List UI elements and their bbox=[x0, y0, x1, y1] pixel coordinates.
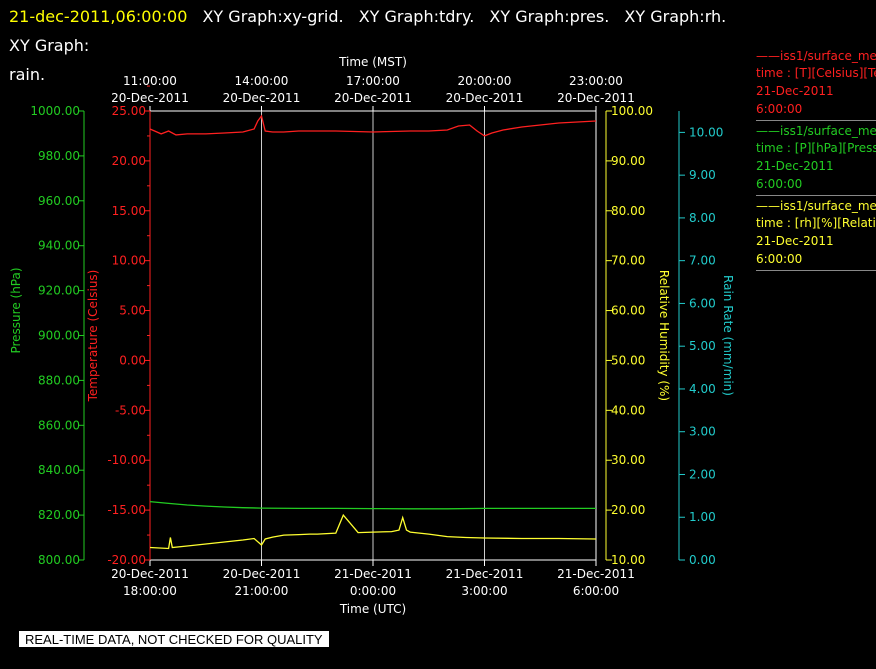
temperature-tick-label: 15.00 bbox=[112, 204, 146, 218]
x-tick-label-time: 0:00:00 bbox=[350, 584, 396, 598]
temperature-tick-label: -5.00 bbox=[115, 403, 146, 417]
legend-line: time : [rh][%][Relative Humidity] bbox=[756, 216, 876, 230]
rain-tick-label: 8.00 bbox=[689, 211, 716, 225]
temperature-tick-label: -10.00 bbox=[107, 453, 146, 467]
temperature-tick-label: 20.00 bbox=[112, 154, 146, 168]
temperature-tick-label: 5.00 bbox=[119, 304, 146, 318]
pressure-tick-label: 1000.00 bbox=[30, 104, 80, 118]
graph-title-xy-grid: XY Graph:xy-grid. bbox=[202, 7, 344, 26]
pressure-tick-label: 900.00 bbox=[38, 329, 80, 343]
graph-title-tdry: XY Graph:tdry. bbox=[358, 7, 475, 26]
legend: ——iss1/surface_meteorologytime : [T][Cel… bbox=[756, 48, 876, 273]
temperature-tick-label: 0.00 bbox=[119, 353, 146, 367]
humidity-series-line bbox=[149, 513, 597, 550]
pressure-tick-label: 940.00 bbox=[38, 239, 80, 253]
x-top-axis-title: Time (MST) bbox=[338, 55, 407, 69]
pressure-series-line bbox=[149, 500, 596, 510]
temperature-tick-label: 10.00 bbox=[112, 254, 146, 268]
legend-entry: ——iss1/surface_meteorologytime : [P][hPa… bbox=[756, 123, 876, 196]
humidity-tick-label: 30.00 bbox=[611, 453, 645, 467]
x-tick-label-date: 21-Dec-2011 bbox=[446, 567, 524, 581]
x-tick-label-date: 20-Dec-2011 bbox=[223, 567, 301, 581]
legend-line: 6:00:00 bbox=[756, 252, 803, 266]
rain-tick-label: 9.00 bbox=[689, 168, 716, 182]
humidity-tick-label: 90.00 bbox=[611, 154, 645, 168]
humidity-tick-label: 20.00 bbox=[611, 503, 645, 517]
temperature-tick-label: -15.00 bbox=[107, 503, 146, 517]
x-tick-label-time: 21:00:00 bbox=[235, 584, 289, 598]
x-tick-label-date: 21-Dec-2011 bbox=[334, 567, 412, 581]
x-top-tick-label-time: 20:00:00 bbox=[458, 74, 512, 88]
legend-line: time : [P][hPa][Pressure] bbox=[756, 141, 876, 155]
pressure-tick-label: 920.00 bbox=[38, 284, 80, 298]
temperature-series-line bbox=[149, 114, 597, 137]
humidity-tick-label: 80.00 bbox=[611, 204, 645, 218]
temperature-tick-label: 25.00 bbox=[112, 104, 146, 118]
x-tick-label-date: 21-Dec-2011 bbox=[557, 567, 635, 581]
humidity-tick-label: 100.00 bbox=[611, 104, 653, 118]
legend-line: 6:00:00 bbox=[756, 102, 803, 116]
rain-tick-label: 1.00 bbox=[689, 510, 716, 524]
x-tick-label-time: 18:00:00 bbox=[123, 584, 177, 598]
rain-tick-label: 6.00 bbox=[689, 296, 716, 310]
rain-tick-label: 4.00 bbox=[689, 382, 716, 396]
pressure-tick-label: 980.00 bbox=[38, 149, 80, 163]
legend-line: 21-Dec-2011 bbox=[756, 159, 834, 173]
x-top-tick-label-time: 11:00:00 bbox=[123, 74, 177, 88]
graph-title-rain: XY Graph: bbox=[9, 36, 90, 55]
x-top-tick-label-time: 14:00:00 bbox=[235, 74, 289, 88]
header-timestamp: 21-dec-2011,06:00:00 bbox=[9, 7, 188, 26]
rain-tick-label: 5.00 bbox=[689, 339, 716, 353]
rain-tick-label: 10.00 bbox=[689, 125, 723, 139]
x-top-tick-label-date: 20-Dec-2011 bbox=[111, 91, 189, 105]
x-top-tick-label-date: 20-Dec-2011 bbox=[223, 91, 301, 105]
graph-title-pres: XY Graph:pres. bbox=[489, 7, 610, 26]
legend-line: 21-Dec-2011 bbox=[756, 234, 834, 248]
rain-tick-label: 7.00 bbox=[689, 254, 716, 268]
legend-line: ——iss1/surface_meteorology bbox=[756, 199, 876, 213]
x-tick-label-date: 20-Dec-2011 bbox=[111, 567, 189, 581]
humidity-tick-label: 10.00 bbox=[611, 553, 645, 567]
pressure-tick-label: 880.00 bbox=[38, 373, 80, 387]
rain-axis-title: Rain Rate (mm/min) bbox=[721, 275, 735, 396]
humidity-tick-label: 50.00 bbox=[611, 353, 645, 367]
legend-entry: ——iss1/surface_meteorologytime : [T][Cel… bbox=[756, 48, 876, 121]
x-top-tick-label-date: 20-Dec-2011 bbox=[557, 91, 635, 105]
legend-line: 21-Dec-2011 bbox=[756, 84, 834, 98]
graph-title-rain-cont: rain. bbox=[9, 65, 46, 84]
temperature-axis-title: Temperature (Celsius) bbox=[86, 270, 100, 403]
x-top-tick-label-time: 17:00:00 bbox=[346, 74, 400, 88]
humidity-tick-label: 70.00 bbox=[611, 254, 645, 268]
pressure-axis-title: Pressure (hPa) bbox=[9, 267, 23, 353]
legend-line: time : [T][Celsius][Temperature] bbox=[756, 66, 876, 80]
graph-header: 21-dec-2011,06:00:00 XY Graph:xy-grid. X… bbox=[9, 2, 749, 89]
x-top-tick-label-date: 20-Dec-2011 bbox=[446, 91, 524, 105]
humidity-axis-title: Relative Humidity (%) bbox=[657, 270, 671, 401]
rain-tick-label: 2.00 bbox=[689, 467, 716, 481]
pressure-tick-label: 800.00 bbox=[38, 553, 80, 567]
legend-line: ——iss1/surface_meteorology bbox=[756, 124, 876, 138]
x-tick-label-time: 3:00:00 bbox=[461, 584, 507, 598]
legend-line: 6:00:00 bbox=[756, 177, 803, 191]
temperature-tick-label: -20.00 bbox=[107, 553, 146, 567]
x-top-tick-label-time: 23:00:00 bbox=[569, 74, 623, 88]
rain-tick-label: 3.00 bbox=[689, 425, 716, 439]
graph-title-rh: XY Graph:rh. bbox=[624, 7, 727, 26]
humidity-tick-label: 60.00 bbox=[611, 304, 645, 318]
pressure-tick-label: 860.00 bbox=[38, 418, 80, 432]
x-tick-label-time: 6:00:00 bbox=[573, 584, 619, 598]
quality-warning: REAL-TIME DATA, NOT CHECKED FOR QUALITY bbox=[19, 631, 329, 647]
pressure-tick-label: 960.00 bbox=[38, 194, 80, 208]
pressure-tick-label: 820.00 bbox=[38, 508, 80, 522]
x-top-tick-label-date: 20-Dec-2011 bbox=[334, 91, 412, 105]
x-axis-title: Time (UTC) bbox=[339, 602, 406, 616]
humidity-tick-label: 40.00 bbox=[611, 403, 645, 417]
pressure-tick-label: 840.00 bbox=[38, 463, 80, 477]
legend-line: ——iss1/surface_meteorology bbox=[756, 49, 876, 63]
legend-entry: ——iss1/surface_meteorologytime : [rh][%]… bbox=[756, 198, 876, 271]
rain-tick-label: 0.00 bbox=[689, 553, 716, 567]
